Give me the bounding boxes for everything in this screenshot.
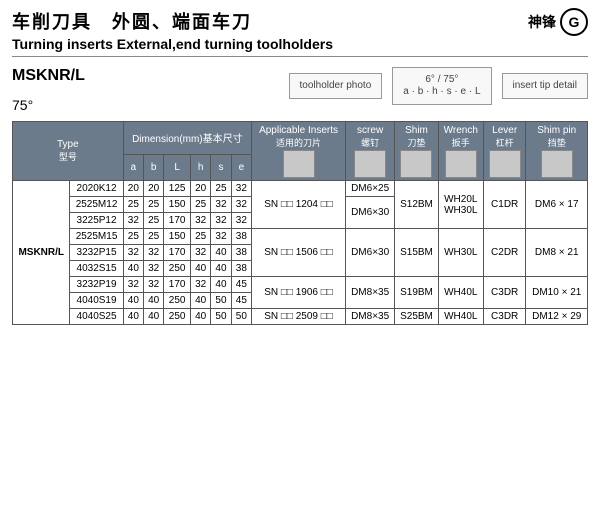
table-row: 2525M152525150253238 SN □□ 1506 □□DM6×30… (13, 229, 588, 245)
th-lever: Lever杠杆 (483, 122, 526, 181)
diagram-area: toolholder photo 6° / 75° a · b · h · s … (115, 67, 588, 105)
title-cn: 车削刀具 外圆、端面车刀 (12, 8, 528, 34)
model-code: MSKNR/L (12, 67, 85, 85)
brand-mark-icon: G (560, 8, 588, 36)
wrench-icon (445, 150, 477, 178)
shimpin-icon (541, 150, 573, 178)
approach-angle: 75° (12, 97, 85, 113)
tool-photo: toolholder photo (289, 73, 383, 99)
th-b: b (144, 154, 164, 180)
th-L: L (164, 154, 191, 180)
th-dimension: Dimension(mm)基本尺寸 (123, 122, 251, 155)
table-row: 3232P193232170324045 SN □□ 1906 □□DM8×35… (13, 277, 588, 293)
table-row: MSKNR/L 2020K122020125202532 SN □□ 1204 … (13, 181, 588, 197)
title-en: Turning inserts External,end turning too… (12, 36, 528, 52)
screw-icon (354, 150, 386, 178)
spec-table: Type型号 Dimension(mm)基本尺寸 Applicable Inse… (12, 121, 588, 325)
brand-text: 神锋 (528, 12, 556, 32)
brand-logo: 神锋 G (528, 8, 588, 36)
shim-icon (400, 150, 432, 178)
lever-icon (489, 150, 521, 178)
th-shim: Shim刀垫 (395, 122, 438, 181)
th-h: h (190, 154, 210, 180)
th-screw: screw螺钉 (345, 122, 394, 181)
th-shimpin: Shim pin挡垫 (526, 122, 588, 181)
th-inserts: Applicable Inserts适用的刀片 (252, 122, 346, 181)
th-wrench: Wrench扳手 (438, 122, 483, 181)
insert-icon (283, 150, 315, 178)
th-s: s (211, 154, 231, 180)
th-type: Type型号 (13, 122, 124, 181)
row-label: MSKNR/L (13, 181, 70, 325)
dimension-diagram: 6° / 75° a · b · h · s · e · L (392, 67, 491, 105)
th-a: a (123, 154, 143, 180)
tip-detail: insert tip detail (502, 73, 588, 99)
divider (12, 56, 588, 57)
table-row: 4040S254040250405050 SN □□ 2509 □□DM8×35… (13, 309, 588, 325)
svg-text:G: G (569, 14, 580, 30)
th-e: e (231, 154, 251, 180)
header: 车削刀具 外圆、端面车刀 Turning inserts External,en… (12, 8, 588, 52)
